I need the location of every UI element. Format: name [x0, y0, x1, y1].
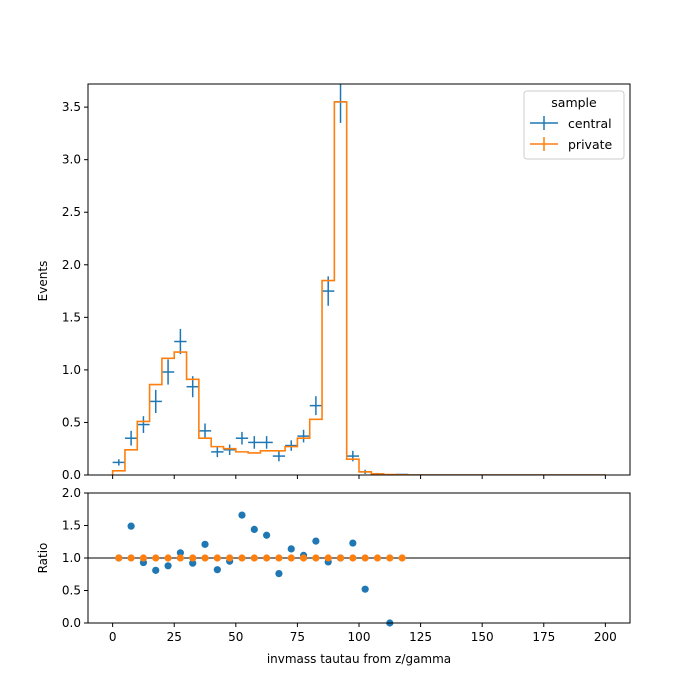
legend-title: sample	[551, 95, 597, 110]
histogram-ytick-label-2: 1.0	[62, 363, 81, 377]
ratio-point-private-13	[275, 554, 283, 562]
ratio-point-private-15	[299, 554, 308, 562]
ratio-point-central-3	[152, 566, 160, 574]
ratio-axes: 0.0 0.5 1.0 1.5 2.0 0 25 50 75 100 125 150 175 200	[62, 486, 631, 644]
ratio-point-private-9	[226, 554, 234, 562]
ratio-xtick-label-6: 150	[471, 630, 494, 644]
histogram-plot-area	[111, 84, 606, 475]
ratio-plot-area	[88, 511, 630, 627]
ratio-point-central-5	[176, 549, 184, 557]
ratio-point-central-11	[250, 525, 258, 534]
ratio-point-private-12	[263, 554, 271, 562]
histogram-ytick-label-7: 3.5	[62, 100, 81, 114]
ratio-y-axis-label: Ratio	[36, 543, 50, 574]
ratio-point-private-21	[373, 554, 382, 562]
histogram-panel: 0.0 0.5 1.0 1.5 2.0 2.5 3.0 3.5 Events sample c…	[36, 83, 631, 482]
ratio-ytick-label-3: 1.5	[62, 519, 81, 533]
ratio-ytick-label-4: 2.0	[62, 486, 81, 500]
ratio-point-private-19	[349, 554, 357, 562]
ratio-point-private-22	[386, 554, 394, 562]
ratio-ytick-label-2: 1.0	[62, 551, 81, 565]
ratio-xtick-label-4: 100	[348, 630, 371, 644]
ratio-point-private-14	[287, 554, 295, 562]
ratio-point-private-5	[176, 554, 184, 562]
legend-entry-central: central	[530, 116, 612, 131]
histogram-ytick-label-0: 0.0	[62, 468, 81, 482]
ratio-point-private-18	[336, 554, 345, 562]
ratio-xtick-label-8: 200	[594, 630, 617, 644]
ratio-point-private-11	[250, 554, 258, 562]
ratio-point-central-10	[238, 511, 246, 519]
histogram-axes: 0.0 0.5 1.0 1.5 2.0 2.5 3.0 3.5	[62, 83, 631, 482]
ratio-point-private-4	[164, 554, 172, 562]
histogram-ytick-label-1: 0.5	[62, 415, 81, 429]
ratio-point-private-17	[324, 554, 332, 562]
legend: sample central private	[523, 90, 625, 160]
ratio-point-private-16	[312, 554, 320, 562]
ratio-point-private-8	[213, 554, 221, 562]
ratio-point-central-16	[312, 537, 320, 545]
ratio-point-private-7	[201, 554, 209, 562]
ratio-point-central-6	[189, 559, 197, 567]
histogram-ytick-label-5: 2.5	[62, 205, 81, 219]
ratio-xtick-label-0: 0	[109, 630, 117, 644]
ratio-point-private-20	[361, 554, 369, 562]
histogram-y-axis-label: Events	[36, 261, 50, 302]
ratio-point-central-13	[275, 570, 283, 578]
ratio-ytick-label-1: 0.5	[62, 584, 81, 598]
ratio-point-central-4	[164, 562, 172, 570]
ratio-xtick-label-5: 125	[409, 630, 432, 644]
ratio-xtick-label-1: 25	[167, 630, 182, 644]
legend-label-central: central	[568, 116, 612, 131]
ratio-point-private-10	[238, 554, 246, 562]
legend-label-private: private	[568, 137, 613, 152]
ratio-point-private-6	[189, 554, 197, 562]
ratio-point-central-19	[349, 539, 357, 547]
ratio-point-central-7	[201, 540, 209, 548]
ratio-xtick-label-7: 175	[532, 630, 555, 644]
ratio-point-private-23	[398, 554, 406, 562]
ratio-point-private-3	[152, 554, 160, 562]
ratio-point-central-8	[213, 566, 221, 574]
histogram-ytick-label-4: 2.0	[62, 258, 81, 272]
ratio-xtick-label-3: 75	[290, 630, 305, 644]
ratio-ytick-label-0: 0.0	[62, 616, 81, 630]
ratio-point-central-1	[127, 522, 135, 530]
legend-frame	[523, 90, 625, 160]
ratio-point-central-20	[361, 585, 369, 593]
ratio-point-central-12	[263, 531, 271, 539]
ratio-point-private-2	[139, 554, 148, 562]
histogram-ytick-label-6: 3.0	[62, 153, 81, 167]
ratio-x-axis-label: invmass tautau from z/gamma	[267, 652, 451, 666]
ratio-point-private-1	[127, 554, 135, 562]
ratio-xtick-label-2: 50	[228, 630, 243, 644]
ratio-point-central-14	[287, 545, 295, 553]
ratio-panel: 0.0 0.5 1.0 1.5 2.0 0 25 50 75 100 125 150 175 200 Ra…	[36, 486, 631, 666]
legend-entry-private: private	[530, 137, 613, 152]
ratio-point-private-0	[115, 554, 123, 562]
private-step-line	[111, 101, 606, 475]
histogram-ytick-label-3: 1.5	[62, 310, 81, 324]
